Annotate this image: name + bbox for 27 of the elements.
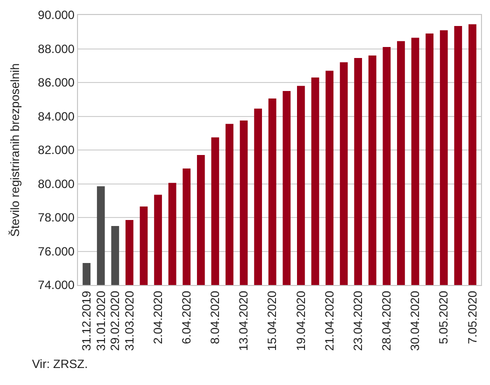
- x-tick-label: 31.01.2020: [94, 290, 108, 351]
- x-tick-label: 7.05.2020: [465, 290, 480, 344]
- y-tick-label: 86.000: [38, 76, 75, 90]
- x-tick-label: 6.04.2020: [180, 290, 194, 344]
- y-tick-label: 76.000: [38, 244, 75, 258]
- y-tick-label: 74.000: [38, 278, 75, 292]
- x-tick-label: 2.04.2020: [150, 290, 165, 344]
- y-tick-label: 88.000: [38, 42, 75, 56]
- x-tick-label: 5.05.2020: [436, 290, 451, 344]
- y-tick-label: 80.000: [38, 176, 75, 191]
- x-tick-label: 29.02.2020: [108, 290, 122, 351]
- x-tick-label: 31.03.2020: [122, 290, 136, 351]
- y-tick-label: 78.000: [38, 210, 75, 225]
- x-tick-label: 15.04.2020: [265, 290, 280, 351]
- x-tick-label: 23.04.2020: [351, 290, 365, 351]
- x-tick-label: 30.04.2020: [408, 290, 422, 351]
- y-tick-label: 82.000: [38, 143, 75, 158]
- y-tick-label: 90.000: [38, 8, 75, 22]
- x-tick-label: 21.04.2020: [322, 290, 336, 351]
- x-tick-label: 8.04.2020: [208, 290, 222, 344]
- x-tick-label: 28.04.2020: [380, 290, 394, 351]
- x-tick-label: 31.12.2019: [79, 290, 94, 351]
- x-tick-label: 19.04.2020: [294, 290, 308, 351]
- text: Vir: ZRSZ.: [32, 357, 88, 371]
- x-tick-label: 13.04.2020: [236, 290, 251, 351]
- y-tick-label: 84.000: [38, 109, 75, 124]
- y-axis-title: Število registriranih brezposelnih: [8, 63, 22, 237]
